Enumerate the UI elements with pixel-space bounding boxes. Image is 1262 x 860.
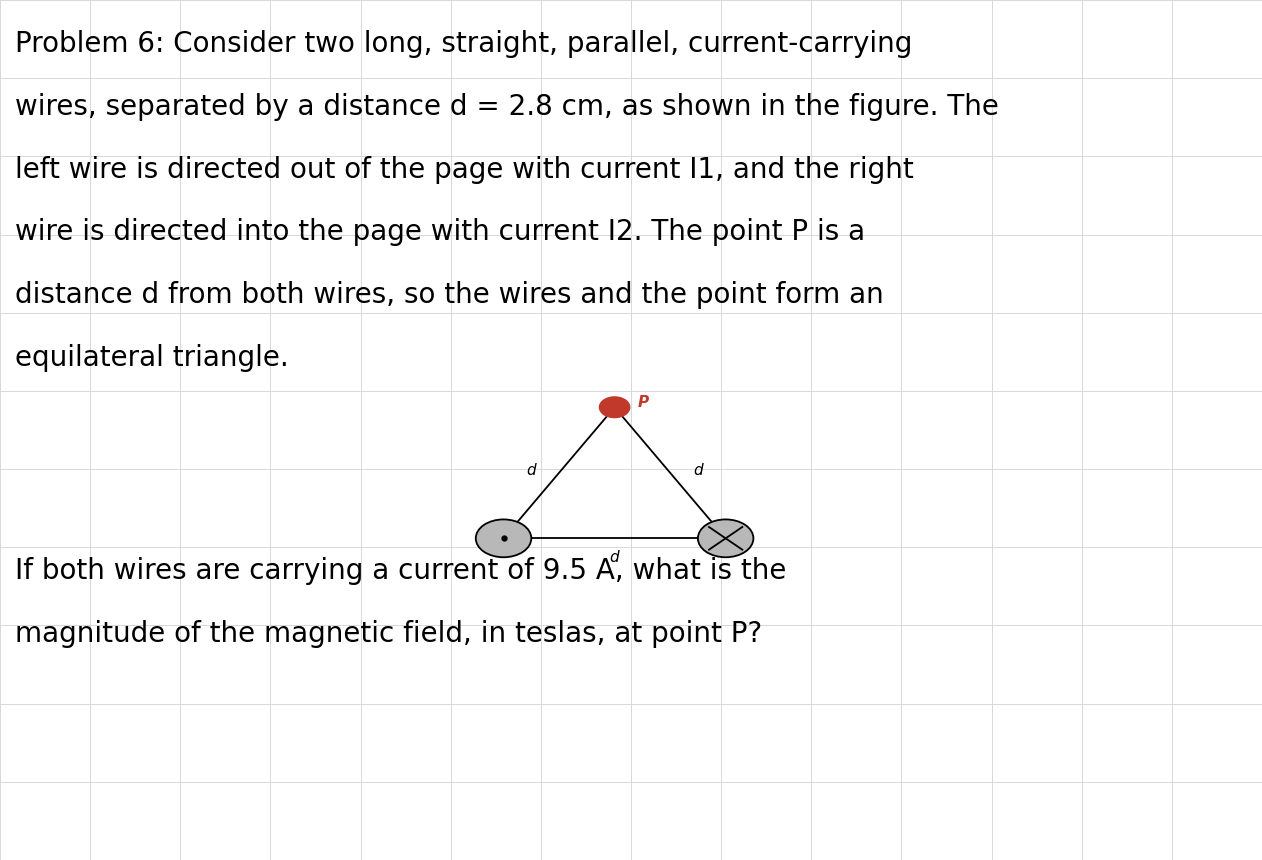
- Text: If both wires are carrying a current of 9.5 A, what is the: If both wires are carrying a current of …: [15, 557, 786, 586]
- Text: equilateral triangle.: equilateral triangle.: [15, 344, 289, 372]
- Text: wire is directed into the page with current I2. The point P is a: wire is directed into the page with curr…: [15, 218, 866, 247]
- Text: d: d: [610, 550, 620, 565]
- Text: left wire is directed out of the page with current I1, and the right: left wire is directed out of the page wi…: [15, 156, 914, 184]
- Circle shape: [476, 519, 531, 557]
- Text: magnitude of the magnetic field, in teslas, at point P?: magnitude of the magnetic field, in tesl…: [15, 620, 762, 648]
- Text: P: P: [637, 396, 649, 410]
- Text: d: d: [693, 463, 703, 477]
- Text: distance d from both wires, so the wires and the point form an: distance d from both wires, so the wires…: [15, 281, 883, 310]
- Circle shape: [599, 397, 630, 418]
- Text: d: d: [526, 463, 536, 477]
- Text: Problem 6: Consider two long, straight, parallel, current-carrying: Problem 6: Consider two long, straight, …: [15, 30, 912, 58]
- Text: wires, separated by a distance d = 2.8 cm, as shown in the figure. The: wires, separated by a distance d = 2.8 c…: [15, 93, 1000, 121]
- Circle shape: [698, 519, 753, 557]
